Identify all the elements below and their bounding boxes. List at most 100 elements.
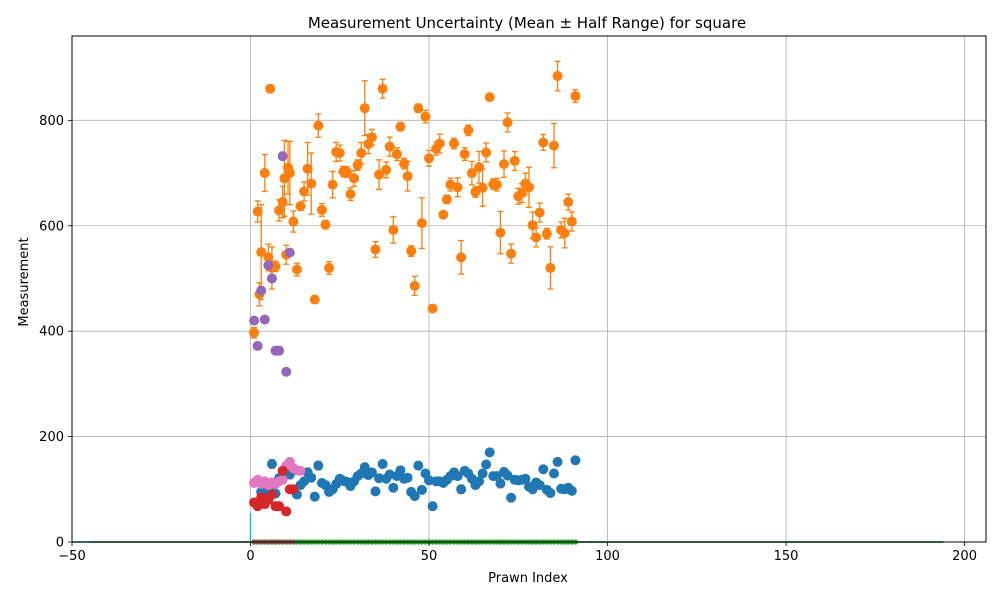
data-point (474, 476, 485, 487)
x-axis-label: Prawn Index (488, 571, 568, 586)
data-point (291, 264, 302, 275)
data-point (570, 455, 581, 466)
data-point (516, 188, 527, 199)
data-point (548, 140, 559, 151)
data-point (563, 197, 574, 208)
y-axis-ticks: 0 200 400 600 800 (39, 114, 72, 551)
data-point (259, 168, 270, 179)
data-point (509, 155, 520, 166)
data-point (438, 209, 449, 220)
data-point (377, 458, 388, 469)
y-axis-label: Measurement (17, 237, 32, 326)
data-point (395, 465, 406, 476)
data-point (277, 151, 288, 162)
series-group (249, 151, 295, 377)
data-point (545, 262, 556, 273)
plot-frame (71, 35, 987, 543)
data-point (352, 160, 363, 171)
x-axis-ticks: −50 0 50 100 150 200 (58, 542, 977, 564)
series-group (249, 456, 306, 491)
x-tick-label: 200 (952, 549, 977, 564)
data-point (409, 491, 420, 502)
y-tick-label: 800 (39, 114, 64, 129)
data-point (520, 473, 531, 484)
data-point (499, 159, 510, 170)
data-point (548, 468, 559, 479)
data-point (484, 447, 495, 458)
data-point (427, 303, 438, 314)
data-point (341, 166, 352, 177)
data-point (466, 168, 477, 179)
data-point (420, 111, 431, 122)
y-tick-label: 0 (56, 536, 64, 551)
data-point (391, 149, 402, 160)
data-point (545, 487, 556, 498)
series-group (256, 447, 581, 512)
data-point (534, 480, 545, 491)
data-point (381, 164, 392, 175)
data-point (559, 228, 570, 239)
data-point (313, 460, 324, 471)
data-point (359, 103, 370, 114)
data-point (277, 197, 288, 208)
data-point (524, 182, 534, 193)
data-point (259, 314, 270, 325)
data-point (463, 125, 474, 136)
data-point (288, 484, 299, 495)
data-point (265, 83, 276, 94)
chart-title: Measurement Uncertainty (Mean ± Half Ran… (308, 14, 746, 32)
y-tick-label: 200 (39, 430, 64, 445)
data-point (534, 207, 545, 218)
data-point (345, 189, 356, 200)
data-point (452, 471, 463, 482)
data-point (309, 491, 320, 502)
x-tick-label: 150 (774, 549, 799, 564)
x-tick-label: −50 (58, 549, 85, 564)
data-point (434, 138, 445, 149)
data-point (266, 273, 277, 284)
data-point (531, 232, 542, 243)
data-point (252, 206, 263, 217)
data-point (274, 205, 285, 216)
data-point (424, 153, 435, 164)
data-point (481, 147, 492, 158)
x-tick-label: 100 (595, 549, 620, 564)
data-point (502, 117, 513, 128)
data-point (274, 345, 285, 356)
data-point (541, 228, 552, 239)
data-point (477, 182, 488, 193)
data-point (306, 178, 317, 189)
data-point (288, 216, 299, 227)
data-point (277, 474, 288, 485)
data-point (252, 340, 263, 351)
data-point (459, 149, 470, 160)
data-point (370, 244, 381, 255)
series-group (249, 465, 299, 517)
data-point (538, 464, 549, 475)
data-point (384, 141, 395, 152)
data-point (449, 138, 460, 149)
data-point (495, 478, 506, 489)
data-point (427, 501, 438, 512)
x-tick-label: 0 (246, 549, 254, 564)
data-point (566, 485, 577, 496)
data-point (356, 148, 367, 159)
data-point (249, 327, 260, 338)
data-point (302, 163, 313, 174)
data-point (320, 219, 331, 230)
data-point (477, 468, 488, 479)
data-point (416, 484, 427, 495)
data-point (249, 315, 260, 326)
data-point (452, 182, 463, 193)
data-point (295, 201, 306, 212)
data-point (441, 194, 452, 205)
data-point (284, 168, 295, 179)
data-point (406, 246, 417, 257)
series-group (249, 60, 581, 339)
data-point (388, 482, 399, 493)
data-point (409, 280, 420, 291)
data-point (566, 216, 577, 227)
data-point (370, 486, 381, 497)
data-point (281, 506, 292, 517)
